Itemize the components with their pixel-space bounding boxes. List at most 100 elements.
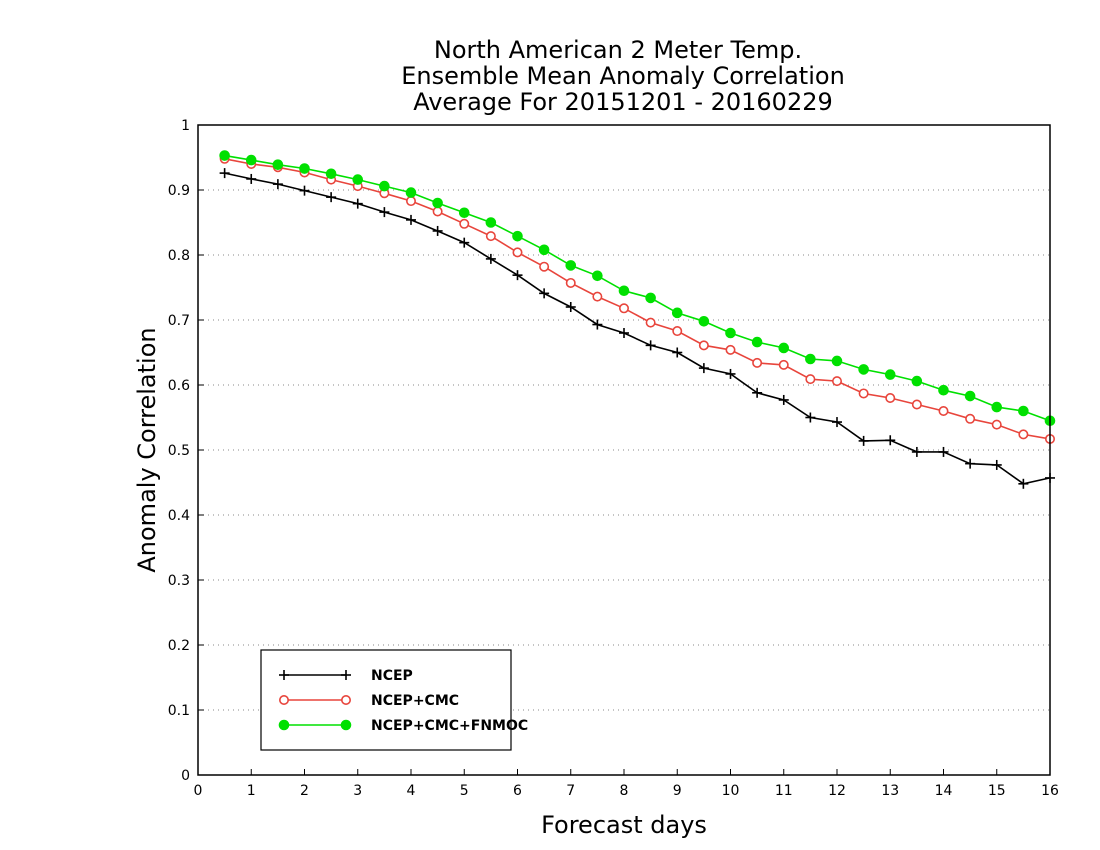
data-point — [539, 288, 550, 299]
y-tick-label: 0.7 — [168, 313, 190, 329]
x-tick-label: 0 — [194, 783, 203, 799]
data-point — [725, 344, 736, 355]
legend: NCEP NCEP+CMC NCEP+CMC+FNMOC — [260, 649, 528, 751]
x-tick-label: 16 — [1041, 783, 1059, 799]
chart-title-line-1: North American 2 Meter Temp. — [434, 36, 802, 64]
x-tick-label: 10 — [722, 783, 740, 799]
x-tick-label: 9 — [673, 783, 682, 799]
x-tick-label: 11 — [775, 783, 793, 799]
series-ncep-cmc-fnmoc — [219, 150, 1056, 427]
chart-title: North American 2 Meter Temp. Ensemble Me… — [401, 36, 845, 116]
data-point — [619, 328, 629, 338]
data-point — [512, 270, 523, 281]
data-point — [618, 303, 629, 314]
data-point — [991, 459, 1002, 470]
x-tick-label: 8 — [620, 783, 629, 799]
x-tick-label: 7 — [566, 783, 575, 799]
x-tick-label: 4 — [407, 783, 416, 799]
x-tick-label: 14 — [935, 783, 953, 799]
data-point — [671, 307, 683, 319]
series-ncep — [219, 168, 1055, 489]
data-point — [885, 435, 896, 446]
data-point — [698, 363, 709, 374]
data-point — [645, 340, 656, 351]
data-point — [299, 163, 310, 174]
data-point — [831, 355, 843, 367]
y-tick-label: 0.8 — [168, 248, 190, 264]
data-point — [911, 375, 923, 387]
data-point — [751, 336, 763, 348]
legend-label: NCEP+CMC — [371, 693, 459, 709]
data-point — [645, 292, 656, 304]
data-point — [432, 197, 443, 209]
legend-item: NCEP+CMC — [278, 693, 459, 709]
data-point — [512, 247, 523, 258]
data-point — [512, 230, 523, 242]
data-point — [911, 399, 922, 410]
x-tick-label: 12 — [828, 783, 846, 799]
series-layer — [219, 150, 1056, 489]
data-point — [964, 390, 976, 402]
legend-label: NCEP+CMC+FNMOC — [371, 718, 528, 734]
x-tick-label: 3 — [353, 783, 362, 799]
y-tick-label: 0.5 — [168, 443, 190, 459]
legend-item: NCEP+CMC+FNMOC — [278, 718, 528, 734]
data-point — [938, 384, 949, 396]
x-tick-label: 2 — [300, 783, 309, 799]
data-point — [884, 369, 896, 380]
data-point — [485, 217, 497, 228]
data-point — [858, 388, 869, 399]
legend-marker — [340, 694, 351, 705]
x-tick-label: 13 — [881, 783, 899, 799]
chart-title-line-3: Average For 20151201 - 20160229 — [413, 88, 833, 116]
data-point — [805, 412, 816, 423]
data-point — [1018, 405, 1029, 417]
data-point — [245, 154, 257, 166]
plot-frame — [197, 124, 1051, 776]
legend-marker — [279, 670, 289, 680]
data-point — [938, 446, 949, 457]
data-point — [352, 174, 364, 185]
data-point — [405, 187, 417, 198]
data-point — [938, 405, 949, 416]
legend-marker — [340, 719, 352, 731]
x-tick-label: 15 — [988, 783, 1006, 799]
data-point — [672, 326, 683, 337]
y-tick-label: 0.3 — [168, 573, 190, 589]
data-point — [326, 192, 337, 203]
y-axis-label: Anomaly Correlation — [133, 327, 161, 572]
data-point — [645, 317, 656, 328]
data-point — [299, 185, 310, 196]
data-point — [832, 417, 842, 428]
data-point — [778, 394, 789, 405]
data-point — [858, 435, 869, 446]
data-point — [352, 198, 363, 209]
data-point — [752, 357, 763, 368]
data-point — [592, 319, 603, 330]
legend-marker — [341, 670, 351, 680]
data-point — [1018, 429, 1029, 440]
series-line — [224, 172, 1051, 485]
data-point — [459, 218, 470, 229]
y-tick-label: 1 — [181, 118, 190, 134]
data-point — [965, 458, 976, 469]
data-point — [458, 207, 470, 219]
data-point — [725, 368, 736, 379]
data-point — [911, 446, 922, 457]
data-point — [1018, 478, 1029, 489]
data-point — [379, 207, 390, 218]
data-point — [858, 364, 869, 375]
data-point — [725, 327, 736, 339]
data-point — [325, 168, 337, 180]
data-point — [698, 340, 709, 351]
data-point — [831, 376, 842, 387]
x-tick-label: 6 — [513, 783, 522, 799]
data-point — [485, 253, 496, 264]
data-point — [219, 150, 230, 161]
data-point — [565, 260, 577, 271]
data-point — [965, 413, 976, 424]
chart-title-line-2: Ensemble Mean Anomaly Correlation — [401, 62, 845, 90]
data-point — [219, 168, 230, 179]
data-point — [672, 347, 683, 358]
